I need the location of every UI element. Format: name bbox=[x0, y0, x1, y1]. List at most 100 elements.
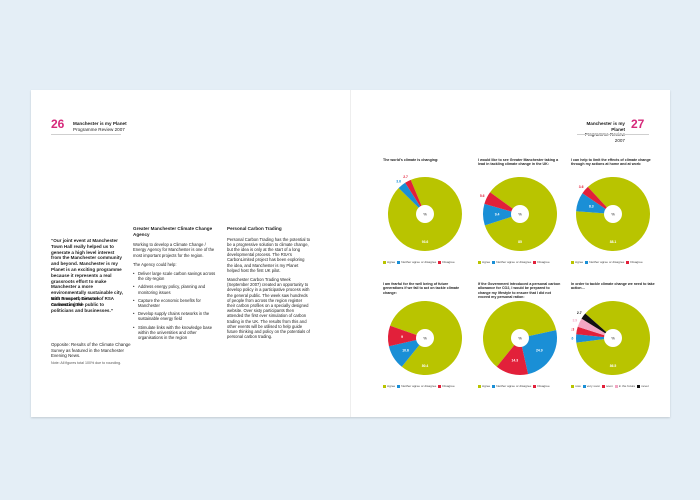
legend-label: Agree bbox=[575, 260, 584, 264]
legend-label: Agree bbox=[387, 384, 396, 388]
list-item: Capture the economic benefits for Manche… bbox=[133, 298, 217, 308]
legend-label: Neither agree or disagree bbox=[496, 384, 532, 388]
legend-label: never bbox=[641, 384, 649, 388]
pie-slice bbox=[577, 318, 613, 338]
list-item: Address energy policy, planning and moni… bbox=[133, 284, 217, 294]
left-title-text: Manchester is my Planet bbox=[73, 121, 127, 126]
agency-bullets: Deliver large scale carbon savings acros… bbox=[133, 271, 217, 340]
slice-value-label: 3.3 bbox=[571, 328, 574, 332]
pie-center-label: % bbox=[611, 336, 615, 341]
chart-legend: Agree Neither agree or disagree Disagree bbox=[478, 260, 562, 264]
legend-swatch bbox=[585, 260, 589, 264]
slice-value-label: 3.9 bbox=[572, 319, 577, 323]
legend-entry: Disagree bbox=[438, 260, 455, 264]
slice-value-label: 5.6 bbox=[480, 194, 485, 198]
agency-intro: Working to develop a Climate Change / En… bbox=[133, 242, 215, 258]
left-subtitle-text: Programme Review 2007 bbox=[73, 126, 125, 132]
legend-label: Neither agree or disagree bbox=[589, 260, 625, 264]
agency-column: Greater Manchester Climate Change Agency… bbox=[133, 226, 217, 344]
legend-swatch bbox=[438, 260, 442, 264]
legend-entry: Agree bbox=[478, 384, 490, 388]
right-header-rule bbox=[577, 134, 649, 135]
left-header-rule bbox=[51, 134, 121, 135]
pie-center bbox=[416, 329, 434, 347]
pie-slice bbox=[405, 179, 425, 214]
legend-entry: Neither agree or disagree bbox=[397, 384, 436, 388]
list-item: Develop supply chains networks in the su… bbox=[133, 311, 217, 321]
slice-value-label: 3.6 bbox=[396, 180, 401, 184]
pull-quote: “Our joint event at Manchester Town Hall… bbox=[51, 238, 123, 313]
pie-center-label: % bbox=[518, 212, 522, 217]
slice-value-label: 88.1 bbox=[610, 240, 617, 244]
legend-entry: Neither agree or disagree bbox=[397, 260, 436, 264]
pie-center-label: % bbox=[423, 212, 427, 217]
trading-paragraph-1: Personal Carbon Trading has the potentia… bbox=[227, 236, 311, 273]
right-title-text: Manchester is my Planet bbox=[586, 121, 625, 132]
legend-entry: soon bbox=[602, 384, 613, 388]
figure-caption: Opposite: Results of the Climate Change … bbox=[51, 342, 131, 359]
agency-heading: Greater Manchester Climate Change Agency bbox=[133, 226, 213, 237]
legend-label: Disagree bbox=[630, 260, 643, 264]
slice-value-label: 80.4 bbox=[422, 364, 429, 368]
left-page-number: 26 bbox=[51, 117, 65, 131]
pie-slice bbox=[581, 313, 613, 338]
pie-slice bbox=[484, 192, 520, 214]
list-item: Deliver large scale carbon savings acros… bbox=[133, 271, 217, 281]
legend-label: in the future bbox=[618, 384, 636, 388]
document-spread: 26 Manchester is my Planet Programme Rev… bbox=[31, 90, 670, 417]
legend-swatch bbox=[478, 260, 481, 264]
legend-swatch bbox=[533, 260, 537, 264]
pie-slice bbox=[576, 193, 613, 214]
legend-label: Neither agree or disagree bbox=[496, 260, 532, 264]
quote-attribution: Matt Prescott, Director of RSA CarbonLim… bbox=[51, 296, 114, 307]
pie-slice bbox=[398, 182, 425, 214]
chart-title: The world’s climate is changing: bbox=[383, 158, 439, 162]
chart-title: In order to tackle climate change we nee… bbox=[571, 282, 655, 291]
chart-title: If the Government introduced a personal … bbox=[478, 282, 561, 300]
legend-label: Disagree bbox=[442, 384, 455, 388]
slice-value-label: 86.5 bbox=[610, 364, 617, 368]
legend-label: now bbox=[575, 384, 581, 388]
chart-title: I am fearful for the well being of futur… bbox=[383, 282, 460, 295]
legend-swatch bbox=[383, 384, 386, 388]
chart-manchester-lead: I would like to see Greater Manchester t… bbox=[478, 158, 562, 268]
legend-entry: Disagree bbox=[626, 260, 643, 264]
slice-value-label: 9.4 bbox=[495, 213, 500, 217]
chart-legend: Agree Neither agree or disagree Disagree bbox=[383, 260, 467, 264]
chart-legend: Agree Neither agree or disagree Disagree bbox=[478, 384, 562, 388]
chart-carbon-allowance: If the Government introduced a personal … bbox=[478, 282, 562, 392]
legend-label: Agree bbox=[482, 384, 491, 388]
legend-entry: Neither agree or disagree bbox=[492, 260, 531, 264]
legend-swatch bbox=[602, 384, 606, 388]
chart-legend: Agree Neither agree or disagree Disagree bbox=[383, 384, 467, 388]
rounding-note: Note: All figures total 100% due to roun… bbox=[51, 361, 122, 365]
legend-swatch bbox=[397, 384, 401, 388]
legend-swatch bbox=[571, 384, 574, 388]
legend-entry: in the future bbox=[614, 384, 636, 388]
legend-swatch bbox=[614, 384, 618, 388]
pie-center bbox=[416, 205, 434, 223]
pie-center bbox=[604, 329, 622, 347]
chart-climate-changing: The world’s climate is changing: 93.6 3.6 2… bbox=[383, 158, 467, 268]
legend-label: Disagree bbox=[537, 260, 550, 264]
pie-chart: 85 9.4 5.6% bbox=[480, 177, 558, 252]
slice-value-label: 3.6 bbox=[579, 185, 584, 189]
legend-label: Disagree bbox=[442, 260, 455, 264]
pie-chart: 80.4 10.6 9% bbox=[387, 300, 463, 375]
legend-swatch bbox=[626, 260, 630, 264]
pie-slice bbox=[482, 203, 520, 226]
pie-center bbox=[604, 205, 622, 223]
legend-label: soon bbox=[606, 384, 613, 388]
legend-swatch bbox=[438, 384, 442, 388]
legend-swatch bbox=[571, 260, 574, 264]
chart-legend: Agree Neither agree or disagree Disagree bbox=[571, 260, 655, 264]
legend-swatch bbox=[397, 260, 401, 264]
legend-swatch bbox=[383, 260, 386, 264]
right-page-number: 27 bbox=[631, 117, 645, 131]
legend-label: very soon bbox=[586, 384, 601, 388]
chart-title: I would like to see Greater Manchester t… bbox=[478, 158, 559, 167]
pie-slice bbox=[387, 325, 425, 347]
pie-slice bbox=[576, 326, 613, 338]
chart-title: I can help to limit the effects of clima… bbox=[571, 158, 651, 167]
agency-lead: The Agency could help: bbox=[133, 261, 177, 267]
